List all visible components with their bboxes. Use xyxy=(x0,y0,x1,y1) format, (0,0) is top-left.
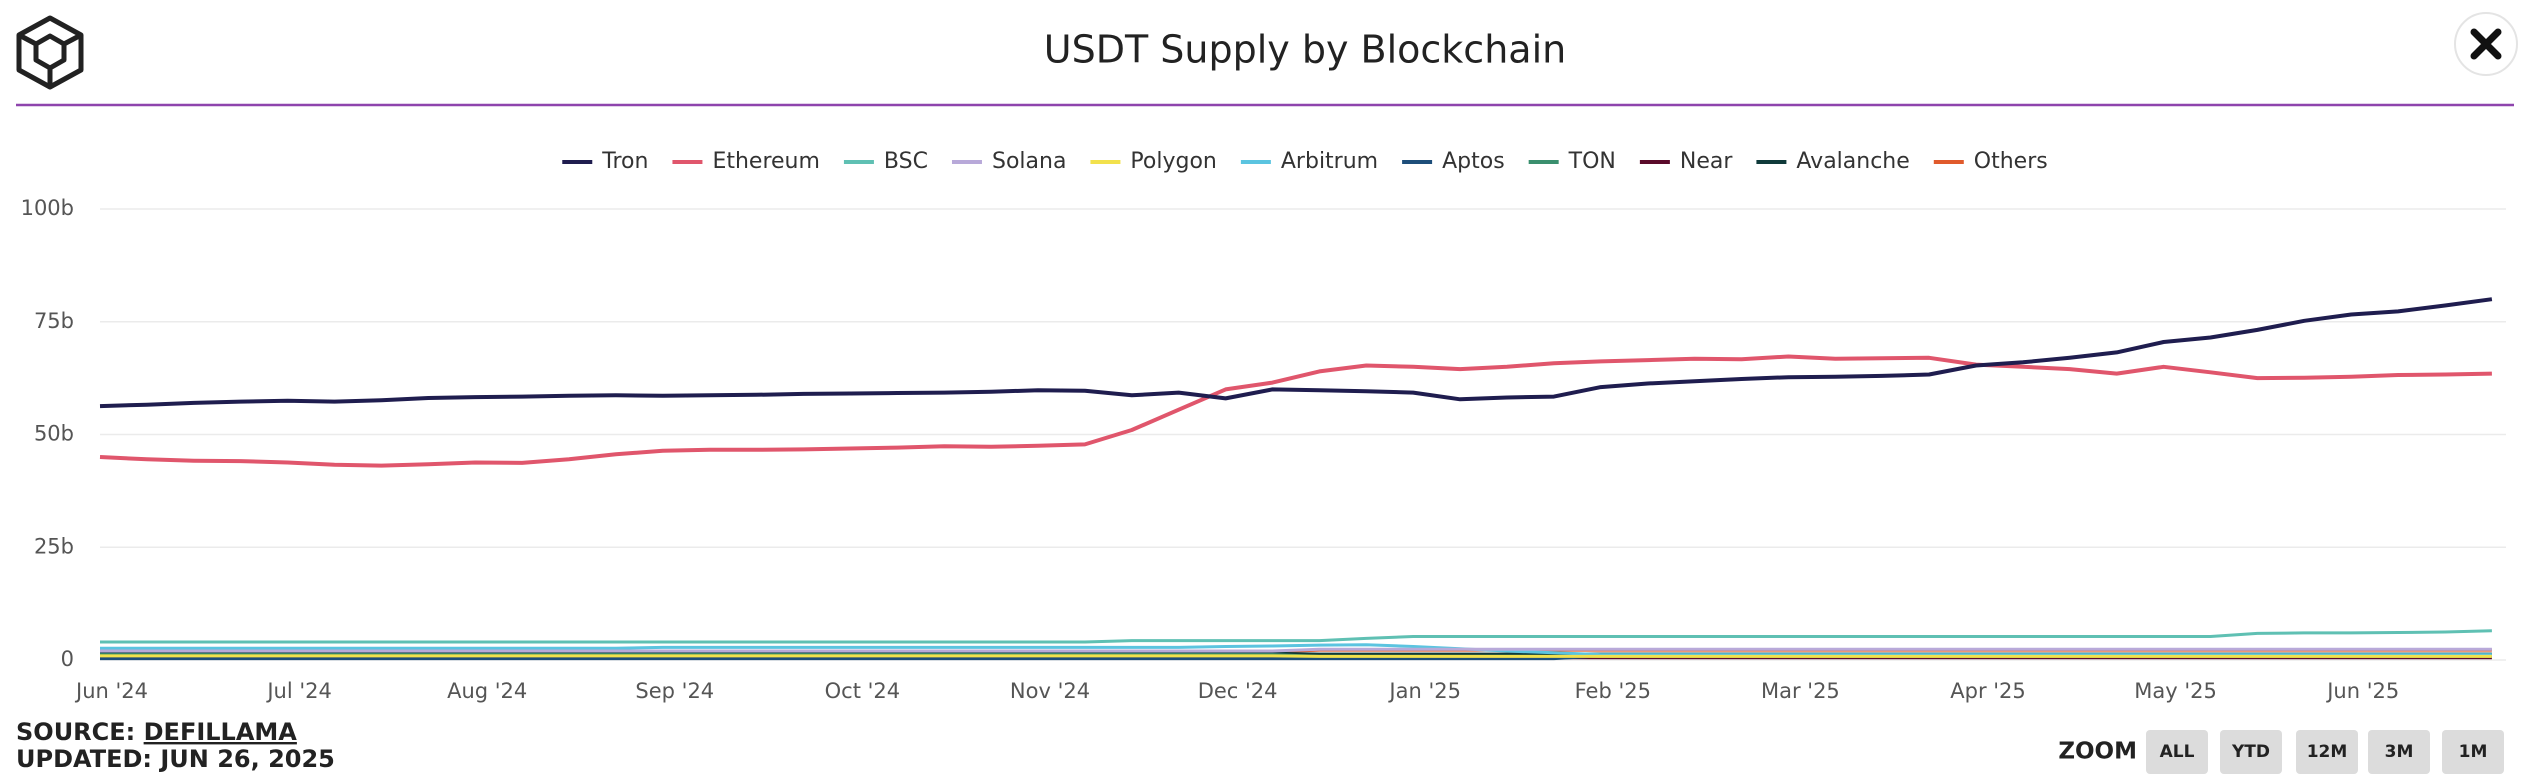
zoom-button-bg xyxy=(2296,730,2358,774)
x-tick-label: Apr '25 xyxy=(1950,679,2026,703)
close-button[interactable] xyxy=(2454,12,2518,76)
legend-label: Arbitrum xyxy=(1281,149,1378,174)
legend-label: Ethereum xyxy=(712,149,819,174)
zoom-button-bg xyxy=(2442,730,2504,774)
series-line xyxy=(99,354,2492,468)
source-label: SOURCE: xyxy=(16,718,135,746)
legend-label: Tron xyxy=(601,149,648,174)
logo xyxy=(16,15,84,90)
zoom-button-label: 3M xyxy=(2385,742,2414,762)
x-tick-label: Jan '25 xyxy=(1387,679,1461,703)
legend-label: Solana xyxy=(992,149,1066,174)
legend-label: BSC xyxy=(884,149,928,174)
x-tick-label: Oct '24 xyxy=(825,679,900,703)
y-tick-label: 100b xyxy=(21,196,74,220)
x-tick-label: Jun '25 xyxy=(2325,679,2399,703)
series-line xyxy=(100,629,2492,644)
y-tick-label: 50b xyxy=(34,422,74,446)
zoom-button-label: 1M xyxy=(2459,742,2488,762)
zoom-button-bg xyxy=(2368,730,2430,774)
series-line xyxy=(100,647,2492,653)
zoom-button-bg xyxy=(2220,730,2282,774)
x-tick-label: Jul '24 xyxy=(265,679,332,703)
legend-label: Others xyxy=(1974,149,2048,174)
y-tick-label: 75b xyxy=(34,309,74,333)
updated: UPDATED: JUN 26, 2025 xyxy=(16,745,335,773)
zoom-button[interactable]: 1M xyxy=(2442,730,2504,774)
source-link[interactable]: DEFILLAMA xyxy=(144,718,298,746)
series-line xyxy=(99,297,2493,409)
x-tick-label: Aug '24 xyxy=(447,679,527,703)
legend-label: TON xyxy=(1568,149,1616,174)
series-line xyxy=(100,654,2492,658)
zoom-button-label: YTD xyxy=(2231,742,2270,762)
zoom-button[interactable]: 12M xyxy=(2296,730,2358,774)
zoom-button-label: 12M xyxy=(2307,742,2348,762)
x-tick-label: Mar '25 xyxy=(1761,679,1840,703)
legend-label: Near xyxy=(1680,149,1733,174)
zoom-button-bg xyxy=(2146,730,2208,774)
y-tick-label: 25b xyxy=(34,534,74,558)
source: SOURCE: DEFILLAMA xyxy=(16,718,297,746)
x-tick-label: Dec '24 xyxy=(1198,679,1278,703)
zoom-button-label: ALL xyxy=(2160,742,2195,762)
zoom-label: ZOOM xyxy=(2058,739,2137,765)
chart-title: USDT Supply by Blockchain xyxy=(1044,28,1566,72)
legend-label: Aptos xyxy=(1442,149,1505,174)
zoom-button[interactable]: ALL xyxy=(2146,730,2208,774)
y-tick-label: 0 xyxy=(61,647,74,671)
zoom-button[interactable]: YTD xyxy=(2220,730,2282,774)
legend-label: Avalanche xyxy=(1796,149,1909,174)
x-tick-label: Sep '24 xyxy=(635,679,714,703)
legend-label: Polygon xyxy=(1130,149,1216,174)
x-tick-label: Feb '25 xyxy=(1575,679,1651,703)
x-tick-label: Jun '24 xyxy=(74,679,148,703)
zoom-button[interactable]: 3M xyxy=(2368,730,2430,774)
x-tick-label: Nov '24 xyxy=(1010,679,1090,703)
x-tick-label: May '25 xyxy=(2134,679,2217,703)
legend: Tron Ethereum BSC Solana Polygon Arbitrum Apto… xyxy=(562,149,2048,174)
series-line xyxy=(100,643,2492,657)
